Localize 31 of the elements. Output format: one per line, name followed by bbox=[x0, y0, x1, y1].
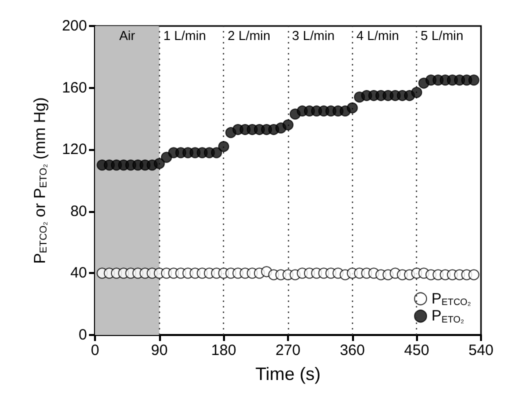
y-tick-label: 120 bbox=[62, 141, 87, 158]
point bbox=[346, 102, 358, 114]
x-tick-label: 0 bbox=[90, 342, 100, 359]
point bbox=[468, 269, 480, 280]
y-tick-label: 0 bbox=[78, 326, 87, 344]
point bbox=[218, 141, 230, 152]
point bbox=[411, 86, 422, 98]
point bbox=[468, 74, 480, 86]
ref-line-label: 1 L/min bbox=[163, 28, 206, 43]
x-tick-label: 180 bbox=[211, 342, 236, 359]
legend-label: PETO₂ bbox=[432, 308, 465, 325]
y-axis-title: PETCO₂ or PETO₂ (mm Hg) bbox=[32, 97, 50, 264]
point bbox=[211, 147, 222, 158]
ref-line-label: 2 L/min bbox=[228, 28, 270, 43]
x-axis-title: Time (s) bbox=[255, 364, 321, 384]
y-tick-label: 80 bbox=[70, 202, 87, 220]
x-tick-label: 450 bbox=[404, 342, 430, 359]
x-tick-label: 270 bbox=[275, 342, 301, 359]
x-tick-label: 540 bbox=[468, 342, 494, 359]
point bbox=[154, 158, 165, 169]
y-tick-label: 200 bbox=[62, 18, 87, 34]
ref-line-label: 4 L/min bbox=[356, 28, 399, 43]
legend-label: PETCO₂ bbox=[432, 290, 472, 308]
x-tick-label: 360 bbox=[340, 342, 365, 359]
y-tick-label: 40 bbox=[70, 264, 87, 282]
ref-line-label: 3 L/min bbox=[292, 28, 335, 43]
band-label: Air bbox=[119, 28, 136, 43]
point bbox=[282, 119, 294, 130]
y-tick-label: 160 bbox=[62, 79, 87, 96]
x-tick-label: 90 bbox=[150, 342, 168, 359]
ref-line-label: 5 L/min bbox=[420, 28, 464, 43]
